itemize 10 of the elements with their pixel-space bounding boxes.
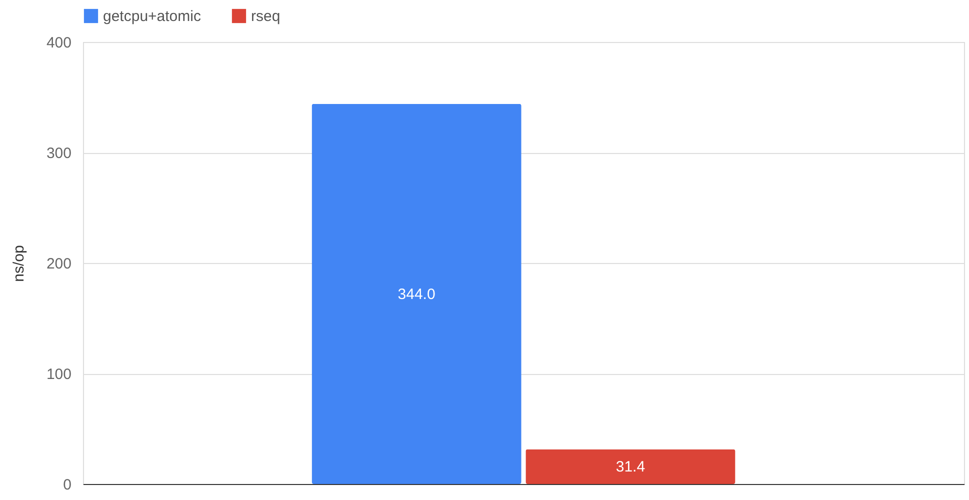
legend-label: rseq [251, 8, 280, 25]
y-tick-label: 200 [46, 256, 72, 272]
y-tick-label: 0 [63, 476, 72, 494]
data-label: 344.0 [398, 286, 436, 303]
y-tick-label: 400 [46, 34, 72, 52]
y-tick-label: 100 [46, 366, 72, 383]
y-tick-label: 300 [46, 145, 72, 162]
legend-label: getcpu+atomic [103, 8, 202, 25]
data-label: 31.4 [616, 458, 646, 476]
y-axis-title: ns/op [10, 245, 28, 282]
